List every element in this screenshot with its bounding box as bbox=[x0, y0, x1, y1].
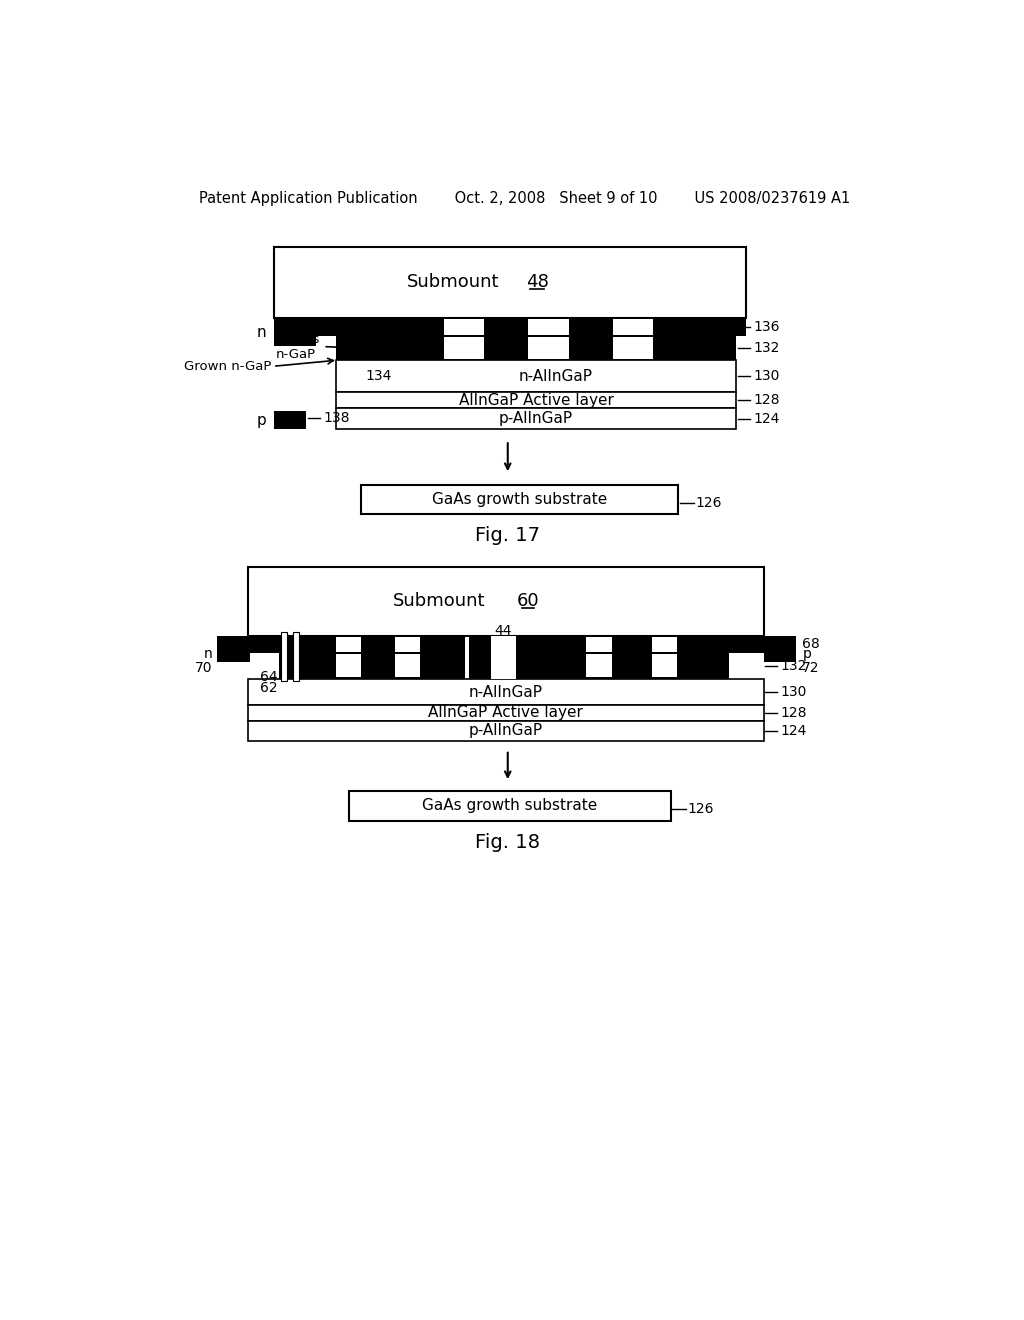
Bar bbox=[273, 247, 746, 318]
Text: 132: 132 bbox=[754, 341, 780, 355]
Text: 72: 72 bbox=[802, 661, 820, 675]
Text: n: n bbox=[204, 647, 212, 660]
Bar bbox=[349, 792, 671, 821]
Text: n-AlInGaP: n-AlInGaP bbox=[518, 368, 593, 384]
Bar bbox=[528, 318, 568, 335]
Text: Fig. 18: Fig. 18 bbox=[475, 833, 541, 851]
Text: 128: 128 bbox=[754, 393, 780, 407]
Bar bbox=[587, 655, 612, 677]
Text: 124: 124 bbox=[754, 412, 780, 425]
Bar bbox=[336, 335, 736, 360]
Text: p-AlInGaP: p-AlInGaP bbox=[499, 411, 573, 426]
Bar bbox=[336, 392, 736, 408]
Bar bbox=[443, 318, 484, 335]
Text: 128: 128 bbox=[780, 706, 807, 719]
Bar bbox=[217, 636, 250, 663]
Text: Submount: Submount bbox=[408, 273, 500, 292]
Bar bbox=[535, 653, 729, 678]
Text: 132: 132 bbox=[780, 659, 807, 673]
Text: 126: 126 bbox=[695, 495, 722, 510]
Text: p-AlInGaP: p-AlInGaP bbox=[469, 723, 543, 738]
Bar bbox=[248, 705, 764, 721]
Bar bbox=[443, 337, 484, 359]
Bar bbox=[273, 318, 316, 346]
Bar bbox=[490, 636, 515, 678]
Bar bbox=[613, 318, 653, 335]
Text: Porous
n-GaP: Porous n-GaP bbox=[275, 333, 321, 360]
Bar bbox=[248, 721, 764, 741]
Text: Grown n-GaP: Grown n-GaP bbox=[184, 360, 271, 372]
Bar bbox=[764, 636, 796, 663]
Bar bbox=[535, 636, 764, 653]
Text: 124: 124 bbox=[780, 723, 807, 738]
Text: 48: 48 bbox=[525, 273, 549, 292]
Text: Porous
n-GaP: Porous n-GaP bbox=[352, 651, 396, 678]
Bar bbox=[273, 318, 746, 335]
Bar bbox=[336, 408, 736, 429]
Bar bbox=[280, 653, 465, 678]
Text: Fig. 17: Fig. 17 bbox=[475, 527, 541, 545]
Bar bbox=[394, 636, 420, 652]
Bar bbox=[651, 655, 677, 677]
Text: 130: 130 bbox=[780, 685, 807, 700]
Bar bbox=[651, 636, 677, 652]
Bar bbox=[248, 636, 465, 653]
Text: 44: 44 bbox=[495, 624, 512, 638]
Bar bbox=[515, 636, 538, 678]
Text: AlInGaP Active layer: AlInGaP Active layer bbox=[428, 705, 584, 721]
Text: 64: 64 bbox=[260, 671, 278, 684]
Bar bbox=[293, 632, 299, 681]
Text: 126: 126 bbox=[687, 803, 714, 816]
Text: Submount: Submount bbox=[392, 593, 485, 610]
Text: p: p bbox=[802, 647, 811, 660]
Text: 62: 62 bbox=[260, 681, 278, 696]
Text: n: n bbox=[256, 325, 266, 339]
Text: GaAs growth substrate: GaAs growth substrate bbox=[432, 492, 607, 507]
Bar bbox=[336, 655, 361, 677]
Bar bbox=[613, 337, 653, 359]
Bar bbox=[394, 655, 420, 677]
Bar bbox=[528, 337, 568, 359]
Bar bbox=[360, 484, 678, 515]
Bar bbox=[336, 360, 736, 392]
Text: n-AlInGaP: n-AlInGaP bbox=[469, 685, 543, 700]
Bar bbox=[273, 411, 306, 429]
Text: 60: 60 bbox=[517, 593, 540, 610]
Text: GaAs growth substrate: GaAs growth substrate bbox=[422, 799, 597, 813]
Bar bbox=[248, 566, 764, 636]
Text: AlInGaP Active layer: AlInGaP Active layer bbox=[459, 392, 613, 408]
Bar bbox=[282, 632, 287, 681]
Text: 66: 66 bbox=[224, 638, 242, 651]
Bar bbox=[587, 636, 612, 652]
Bar bbox=[336, 636, 361, 652]
Text: 68: 68 bbox=[802, 638, 820, 651]
Text: 134: 134 bbox=[366, 370, 391, 383]
Bar bbox=[469, 636, 490, 678]
Text: 138: 138 bbox=[324, 411, 350, 425]
Text: 136: 136 bbox=[754, 319, 780, 334]
Text: Patent Application Publication        Oct. 2, 2008   Sheet 9 of 10        US 200: Patent Application Publication Oct. 2, 2… bbox=[200, 191, 850, 206]
Text: 130: 130 bbox=[754, 370, 780, 383]
Bar bbox=[248, 678, 764, 705]
Text: 70: 70 bbox=[195, 661, 212, 675]
Text: p: p bbox=[256, 413, 266, 428]
